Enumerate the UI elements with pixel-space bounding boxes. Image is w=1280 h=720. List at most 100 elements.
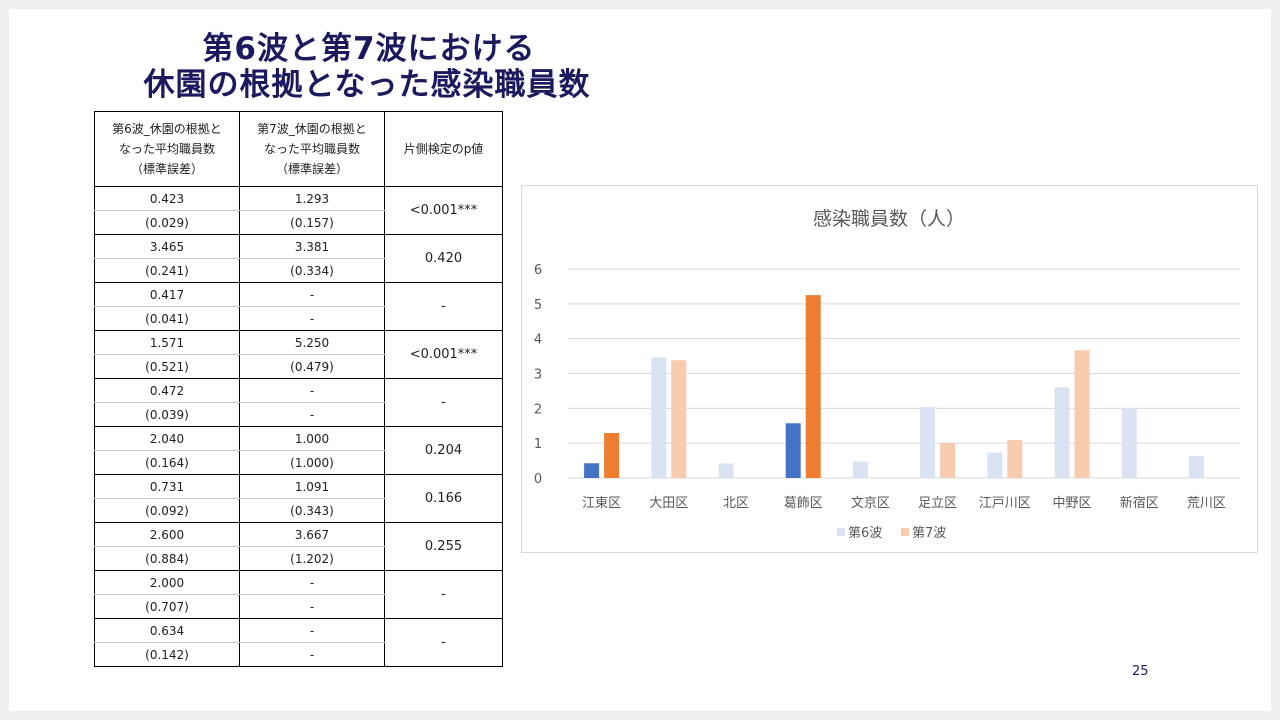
wave6-se-cell: (0.164) xyxy=(94,450,240,475)
wave6-mean-cell: 1.571 xyxy=(94,330,240,355)
wave7-mean-cell: - xyxy=(239,570,385,595)
wave6-se-cell: (0.241) xyxy=(94,258,240,283)
bar-wave6 xyxy=(584,463,600,478)
header-wave6: 第6波_休園の根拠と なった平均職員数 （標準誤差） xyxy=(94,111,240,187)
statistics-table: 第6波_休園の根拠と なった平均職員数 （標準誤差） 第7波_休園の根拠と なっ… xyxy=(94,111,503,667)
wave6-mean-cell: 0.472 xyxy=(94,378,240,403)
wave7-se-cell: - xyxy=(239,594,385,619)
legend-label: 第6波 xyxy=(848,526,882,541)
p-value-cell: - xyxy=(384,618,503,667)
wave7-mean-cell: 3.667 xyxy=(239,522,385,547)
wave7-se-cell: (1.202) xyxy=(239,546,385,571)
header-p-value: 片側検定のp値 xyxy=(384,111,503,187)
wave6-mean-cell: 0.731 xyxy=(94,474,240,499)
table-row: 2.600 3.667 0.255 xyxy=(94,522,503,571)
wave7-se-cell: (0.343) xyxy=(239,498,385,523)
table-row-se: (0.884) (1.202) xyxy=(94,546,503,571)
y-tick-label: 0 xyxy=(534,472,542,487)
bar-wave6 xyxy=(718,463,734,478)
x-tick-label: 荒川区 xyxy=(1187,496,1226,511)
wave6-mean-cell: 0.634 xyxy=(94,618,240,643)
bar-wave6 xyxy=(1188,455,1204,478)
table-row-se: (0.029) (0.157) xyxy=(94,210,503,235)
header-wave6-line: なった平均職員数 xyxy=(118,142,215,156)
wave7-mean-cell: - xyxy=(239,282,385,307)
p-value-cell: 0.255 xyxy=(384,522,503,571)
wave6-mean-cell: 2.040 xyxy=(94,426,240,451)
wave6-se-cell: (0.092) xyxy=(94,498,240,523)
wave7-mean-cell: 3.381 xyxy=(239,234,385,259)
bar-wave6 xyxy=(651,357,667,478)
table-row-se: (0.707) - xyxy=(94,594,503,619)
y-tick-label: 1 xyxy=(534,437,542,452)
wave7-se-cell: - xyxy=(239,402,385,427)
bar-wave7 xyxy=(1007,439,1023,478)
bar-wave6 xyxy=(920,406,936,478)
slide-title-line-1: 第6波と第7波における xyxy=(202,31,536,67)
y-tick-label: 3 xyxy=(534,368,542,383)
header-wave6-line: （標準誤差） xyxy=(130,162,203,176)
header-wave7: 第7波_休園の根拠と なった平均職員数 （標準誤差） xyxy=(239,111,385,187)
page-number: 25 xyxy=(1132,664,1149,679)
table-row: 2.000- - xyxy=(94,570,503,619)
table-row-se: (0.241) (0.334) xyxy=(94,258,503,283)
bar-wave6 xyxy=(852,461,868,478)
header-wave6-line: 第6波_休園の根拠と xyxy=(112,122,222,136)
legend-label: 第7波 xyxy=(912,526,946,541)
chart-title: 感染職員数（人） xyxy=(813,208,965,230)
x-tick-label: 文京区 xyxy=(851,496,890,511)
wave6-se-cell: (0.884) xyxy=(94,546,240,571)
wave7-se-cell: (1.000) xyxy=(239,450,385,475)
y-tick-label: 6 xyxy=(534,263,542,278)
p-value-cell: - xyxy=(384,378,503,427)
bar-wave7 xyxy=(940,443,956,478)
wave7-mean-cell: 5.250 xyxy=(239,330,385,355)
wave6-mean-cell: 2.000 xyxy=(94,570,240,595)
header-wave7-line: （標準誤差） xyxy=(275,162,348,176)
header-wave7-line: 第7波_休園の根拠と xyxy=(257,122,367,136)
x-tick-label: 葛飾区 xyxy=(784,496,823,511)
wave7-mean-cell: - xyxy=(239,378,385,403)
table-row: 0.423 1.293 <0.001*** xyxy=(94,186,503,235)
table-header-row: 第6波_休園の根拠と なった平均職員数 （標準誤差） 第7波_休園の根拠と なっ… xyxy=(94,111,503,187)
bar-wave6 xyxy=(785,423,801,478)
table-row-se: (0.142) - xyxy=(94,642,503,667)
wave6-se-cell: (0.142) xyxy=(94,642,240,667)
wave6-mean-cell: 3.465 xyxy=(94,234,240,259)
x-tick-label: 江戸川区 xyxy=(979,496,1031,511)
wave7-mean-cell: - xyxy=(239,618,385,643)
slide-title-line-2: 休園の根拠となった感染職員数 xyxy=(143,67,591,103)
table-row: 0.472- - xyxy=(94,378,503,427)
p-value-cell: <0.001*** xyxy=(384,186,503,235)
table-row: 0.417- - xyxy=(94,282,503,331)
table-row: 3.465 3.381 0.420 xyxy=(94,234,503,283)
wave7-se-cell: (0.334) xyxy=(239,258,385,283)
y-tick-label: 4 xyxy=(534,333,542,348)
p-value-cell: 0.166 xyxy=(384,474,503,523)
legend-swatch-wave6 xyxy=(837,528,845,536)
table-row: 1.571 5.250 <0.001*** xyxy=(94,330,503,379)
table-row-se: (0.164) (1.000) xyxy=(94,450,503,475)
table-row: 0.634- - xyxy=(94,618,503,667)
wave6-mean-cell: 0.423 xyxy=(94,186,240,211)
y-tick-label: 2 xyxy=(534,402,542,417)
x-tick-label: 足立区 xyxy=(918,496,957,511)
bar-wave6 xyxy=(1121,408,1137,478)
x-tick-label: 北区 xyxy=(723,496,749,511)
wave7-mean-cell: 1.091 xyxy=(239,474,385,499)
x-tick-label: 江東区 xyxy=(582,495,621,511)
wave6-se-cell: (0.029) xyxy=(94,210,240,235)
legend-swatch-wave7 xyxy=(901,528,909,536)
bar-wave6 xyxy=(987,452,1003,478)
slide: 第6波と第7波における 休園の根拠となった感染職員数 第6波_休園の根拠と なっ… xyxy=(9,9,1271,711)
wave7-se-cell: (0.157) xyxy=(239,210,385,235)
y-tick-label: 5 xyxy=(534,298,542,313)
wave7-mean-cell: 1.293 xyxy=(239,186,385,211)
table-body: 0.423 1.293 <0.001*** (0.029) (0.157) 3.465 3.… xyxy=(94,186,503,667)
bar-wave7 xyxy=(1074,350,1090,478)
x-tick-label: 中野区 xyxy=(1052,496,1091,511)
bar-wave7 xyxy=(805,295,821,478)
bar-wave6 xyxy=(1054,387,1070,478)
wave6-se-cell: (0.039) xyxy=(94,402,240,427)
chart-frame: 感染職員数（人） 0 1 2 3 4 5 6 江東区 大田区 北区 葛飾区 文京区 足立区 江戸川区 中野区… xyxy=(521,185,1258,553)
